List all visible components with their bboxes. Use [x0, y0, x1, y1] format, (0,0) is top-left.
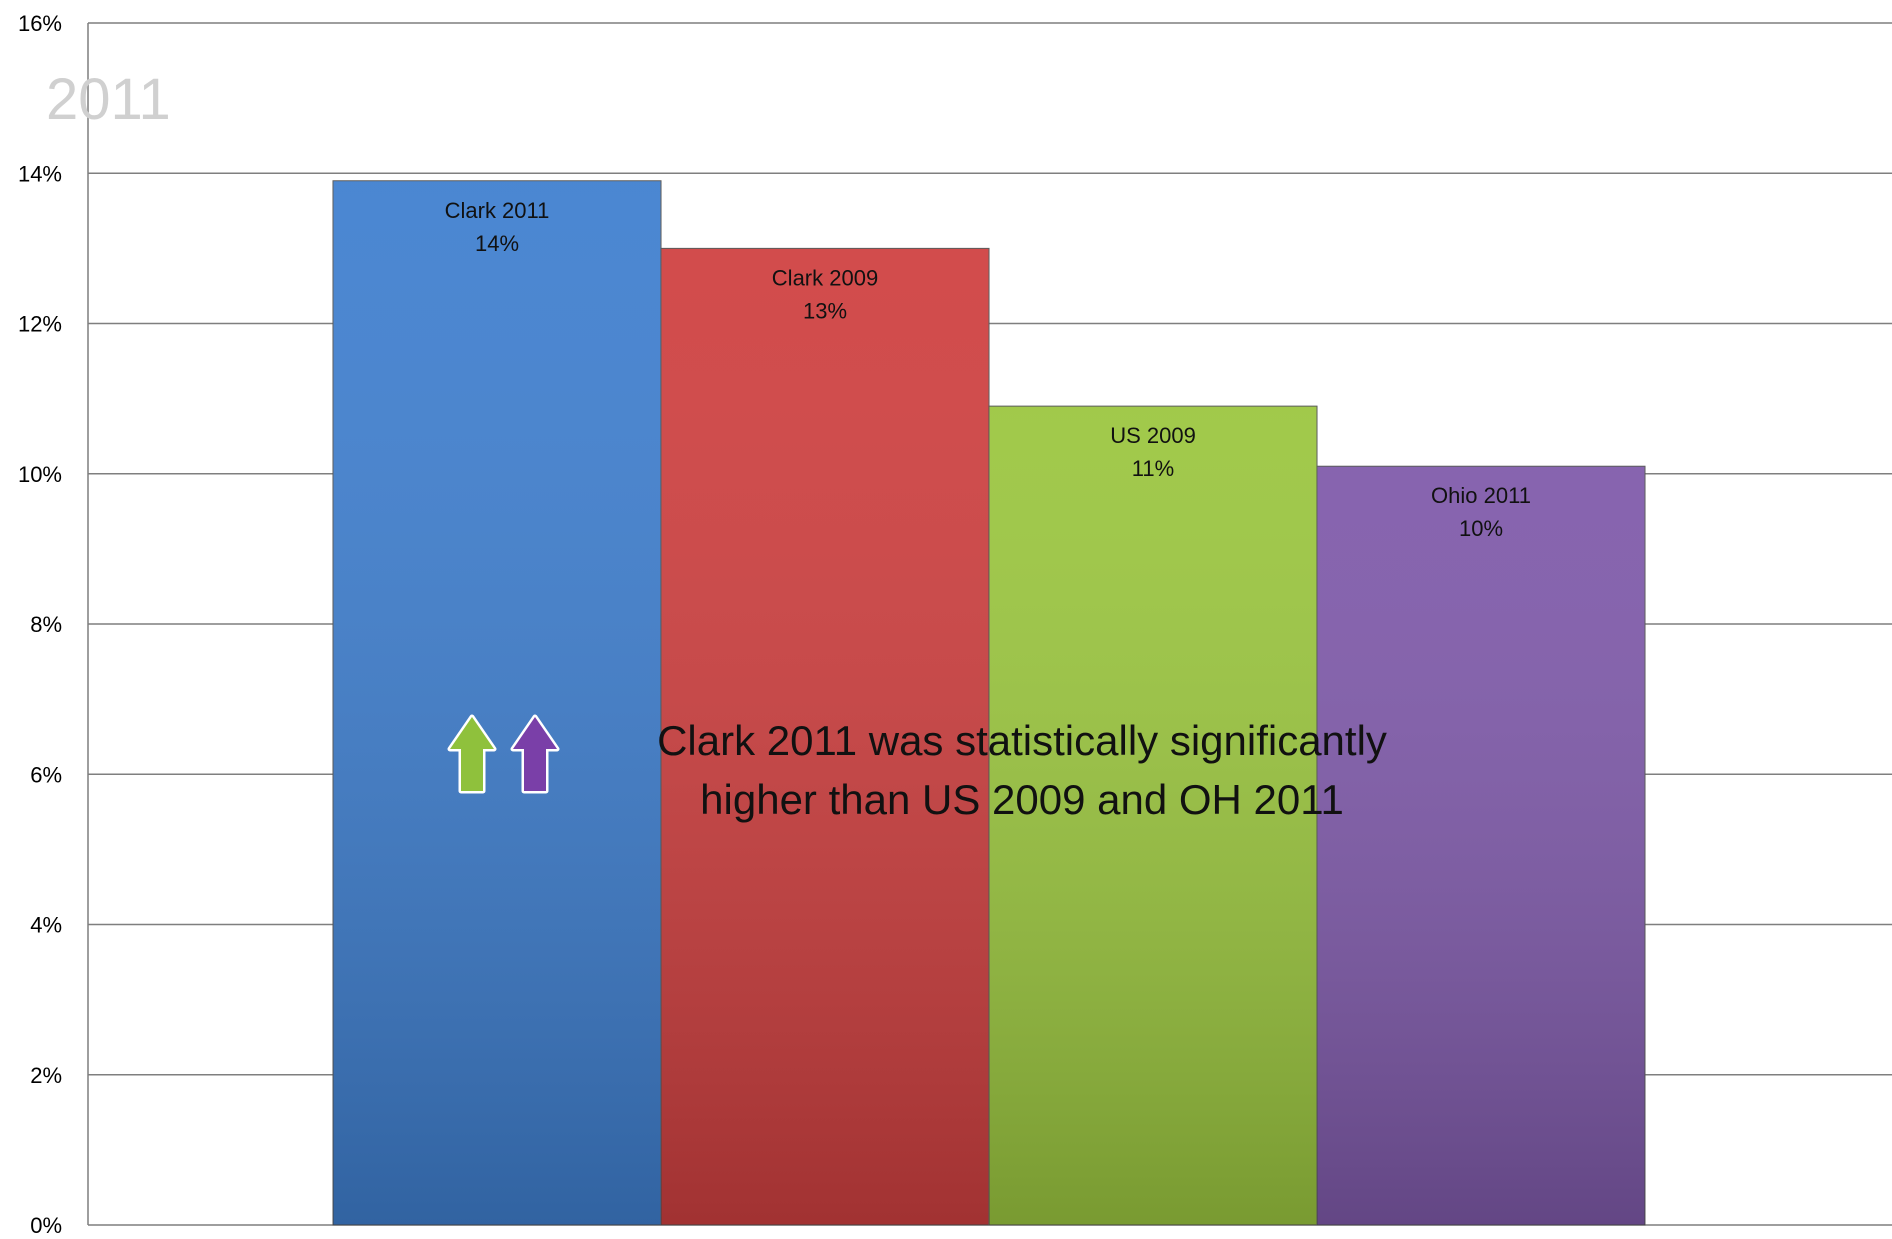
annotation-line-1: Clark 2011 was statistically significant…	[657, 717, 1387, 764]
up-arrow-green-icon	[447, 714, 497, 794]
y-axis: 0% 2% 4% 6% 8% 10% 12% 14% 16%	[18, 11, 89, 1238]
data-label-category: Clark 2011	[445, 198, 550, 223]
significance-arrows	[447, 714, 560, 794]
y-tick-label: 14%	[18, 161, 62, 186]
bar-shading	[1317, 466, 1645, 1225]
up-arrow-purple-icon	[510, 714, 560, 794]
y-tick-label: 0%	[30, 1213, 62, 1238]
chart-title: 2011	[46, 67, 171, 132]
data-label-value: 11%	[1132, 456, 1174, 481]
bar-shading	[661, 248, 989, 1225]
bar-shading	[333, 180, 661, 1226]
y-tick-label: 6%	[30, 762, 62, 787]
data-label-value: 13%	[803, 298, 847, 323]
data-label-category: US 2009	[1110, 423, 1196, 448]
bars	[332, 180, 1646, 1226]
data-label-value: 14%	[475, 231, 519, 256]
annotation-line-2: higher than US 2009 and OH 2011	[700, 776, 1344, 823]
bar-shading	[989, 406, 1317, 1225]
y-tick-label: 8%	[30, 612, 62, 637]
y-tick-label: 12%	[18, 312, 62, 337]
y-tick-label: 2%	[30, 1063, 62, 1088]
data-label-category: Clark 2009	[772, 265, 878, 290]
data-labels: Clark 2011 14% Clark 2009 13% US 2009 11% Ohio…	[445, 198, 1531, 541]
data-label-category: Ohio 2011	[1431, 483, 1531, 508]
y-tick-label: 4%	[30, 913, 62, 938]
y-tick-label: 10%	[18, 462, 62, 487]
data-label-value: 10%	[1459, 516, 1503, 541]
y-tick-label: 16%	[18, 11, 62, 36]
